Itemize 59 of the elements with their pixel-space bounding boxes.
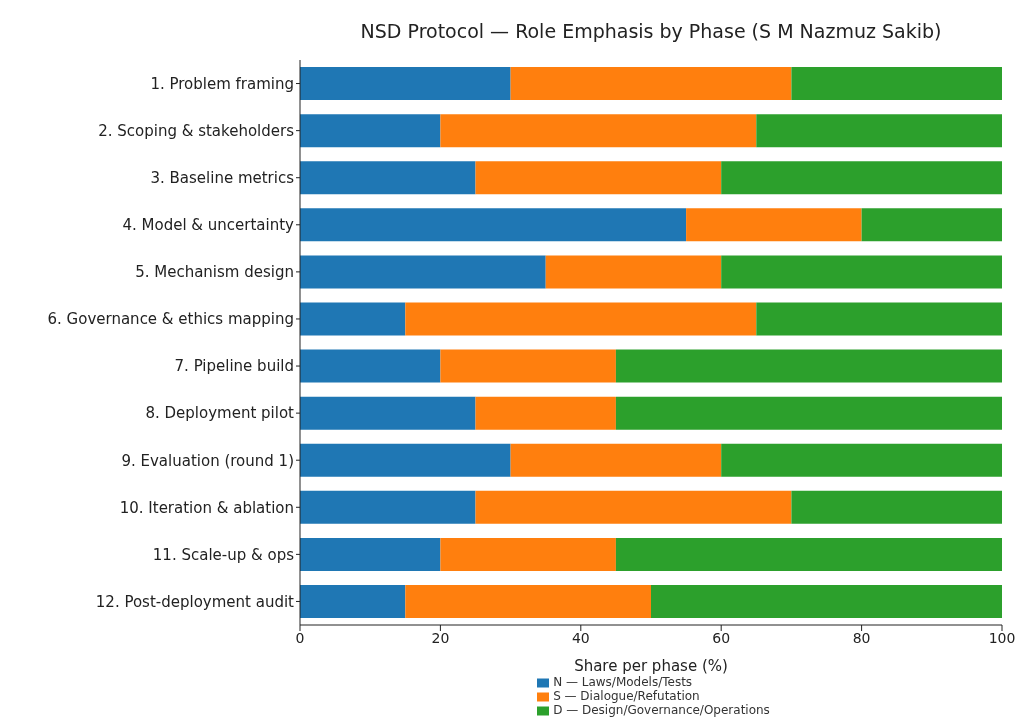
bar: [300, 302, 406, 336]
bar: [861, 208, 1002, 242]
bar: [615, 537, 1002, 571]
bar: [756, 302, 1002, 336]
bar: [756, 114, 1002, 148]
bar: [405, 302, 757, 336]
bar: [475, 396, 616, 430]
bar: [721, 255, 1002, 289]
bar: [615, 396, 1002, 430]
bar: [545, 255, 722, 289]
bar: [300, 161, 476, 195]
x-tick-label: 0: [295, 629, 305, 646]
bar: [721, 443, 1002, 477]
bar: [475, 161, 722, 195]
x-tick-label: 40: [571, 629, 590, 646]
bar: [510, 443, 722, 477]
y-tick-label: 1. Problem framing: [150, 74, 294, 93]
bar: [791, 490, 1002, 524]
x-axis-title: Share per phase (%): [574, 657, 728, 675]
bar: [300, 490, 476, 524]
legend-label: S — Dialogue/Refutation: [553, 689, 700, 703]
bar: [440, 537, 616, 571]
x-tick-label: 60: [712, 629, 731, 646]
y-tick-label: 4. Model & uncertainty: [122, 216, 295, 235]
x-tick-label: 80: [852, 629, 871, 646]
x-tick-label: 20: [431, 629, 450, 646]
bar: [721, 161, 1002, 195]
bar: [300, 584, 406, 618]
bar: [615, 349, 1002, 383]
y-tick-label: 6. Governance & ethics mapping: [47, 310, 294, 329]
x-tick-label: 100: [988, 629, 1016, 646]
y-tick-label: 7. Pipeline build: [174, 357, 294, 376]
y-tick-label: 12. Post-deployment audit: [95, 592, 295, 611]
y-tick-label: 11. Scale-up & ops: [152, 545, 295, 564]
bar: [440, 114, 757, 148]
y-tick-label: 3. Baseline metrics: [150, 169, 295, 188]
bar: [300, 255, 546, 289]
bar: [440, 349, 616, 383]
y-tick-label: 10. Iteration & ablation: [119, 498, 294, 517]
bar: [510, 67, 792, 101]
bar: [686, 208, 862, 242]
bar: [300, 443, 511, 477]
bar: [651, 584, 1002, 618]
y-tick-label: 9. Evaluation (round 1): [121, 451, 294, 470]
bar: [300, 208, 687, 242]
bar: [300, 114, 441, 148]
y-tick-label: 2. Scoping & stakeholders: [98, 121, 295, 140]
y-tick-label: 5. Mechanism design: [135, 263, 294, 282]
bar: [300, 67, 511, 101]
bar: [300, 396, 476, 430]
bar: [791, 67, 1002, 101]
legend-label: D — Design/Governance/Operations: [553, 703, 770, 717]
legend-label: N — Laws/Models/Tests: [553, 675, 693, 689]
bar: [300, 349, 441, 383]
bar: [475, 490, 792, 524]
bar: [300, 537, 441, 571]
y-tick-label: 8. Deployment pilot: [145, 404, 295, 423]
chart-title: NSD Protocol — Role Emphasis by Phase (S M Nazmuz Sakib): [360, 20, 942, 42]
bar: [405, 584, 651, 618]
